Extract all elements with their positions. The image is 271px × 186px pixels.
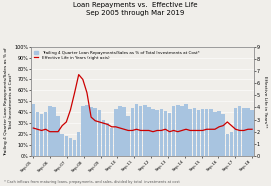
Bar <box>168 113 171 156</box>
Bar <box>36 112 39 156</box>
Bar <box>172 106 175 156</box>
Bar <box>143 105 147 156</box>
Bar <box>221 114 225 156</box>
Bar <box>242 108 246 156</box>
Bar <box>114 109 118 156</box>
Bar <box>225 134 229 156</box>
Bar <box>197 110 200 156</box>
Y-axis label: Effective Life in Years**: Effective Life in Years** <box>263 76 267 127</box>
Bar <box>98 110 101 156</box>
Bar <box>160 109 163 156</box>
Bar <box>135 103 138 156</box>
Bar <box>102 120 105 156</box>
Bar <box>81 106 85 156</box>
Bar <box>93 108 97 156</box>
Bar <box>230 132 233 156</box>
Bar <box>31 103 35 156</box>
Bar <box>213 112 217 156</box>
Bar <box>238 106 241 156</box>
Bar <box>217 111 221 156</box>
Bar <box>234 108 237 156</box>
Text: Loan Repayments vs.  Effective Life
Sep 2005 through Mar 2019: Loan Repayments vs. Effective Life Sep 2… <box>73 2 198 16</box>
Bar <box>201 109 204 156</box>
Bar <box>106 123 109 156</box>
Bar <box>127 116 130 156</box>
Bar <box>155 110 159 156</box>
Bar <box>73 140 76 156</box>
Bar <box>69 139 72 156</box>
Bar <box>164 111 167 156</box>
Bar <box>180 106 184 156</box>
Bar <box>205 109 208 156</box>
Bar <box>139 106 142 156</box>
Bar <box>89 107 93 156</box>
Bar <box>77 132 80 156</box>
Y-axis label: Trailing 4 Quarter Loan Repayments/Sales as % of
Total Investments at Cost*: Trailing 4 Quarter Loan Repayments/Sales… <box>4 47 13 156</box>
Bar <box>40 114 43 156</box>
Bar <box>110 128 114 156</box>
Bar <box>131 108 134 156</box>
Bar <box>60 134 64 156</box>
Bar <box>151 109 155 156</box>
Bar <box>52 107 56 156</box>
Bar <box>176 105 179 156</box>
Legend: Trailing 4 Quarter Loan Repayments/Sales as % of Total Investments at Cost*, Eff: Trailing 4 Quarter Loan Repayments/Sales… <box>33 50 200 61</box>
Bar <box>122 107 126 156</box>
Bar <box>147 107 151 156</box>
Bar <box>250 110 254 156</box>
Bar <box>192 108 196 156</box>
Bar <box>56 116 60 156</box>
Bar <box>44 112 47 156</box>
Bar <box>64 136 68 156</box>
Bar <box>246 108 250 156</box>
Bar <box>85 105 89 156</box>
Bar <box>184 103 188 156</box>
Bar <box>118 106 122 156</box>
Bar <box>209 109 212 156</box>
Bar <box>48 106 51 156</box>
Bar <box>188 109 192 156</box>
Text: * Cash inflows from maturing loans, prepayments, and sales, divided by total  in: * Cash inflows from maturing loans, prep… <box>3 180 180 184</box>
